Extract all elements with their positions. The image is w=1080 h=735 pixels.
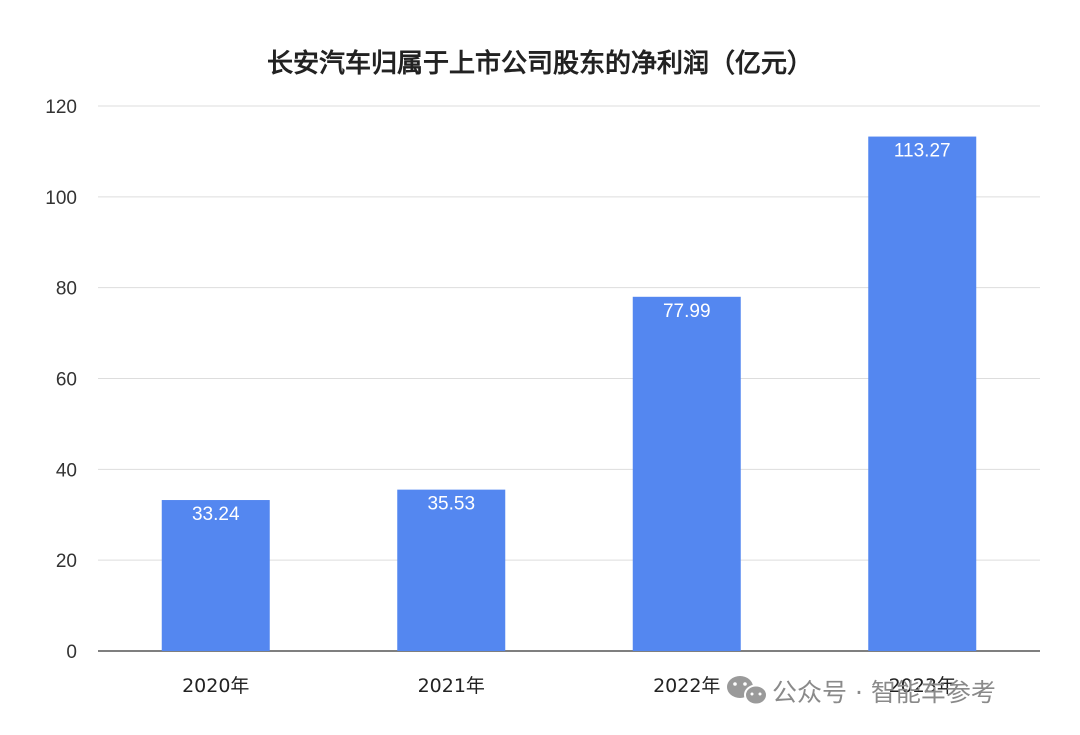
y-tick-label: 20: [56, 551, 77, 572]
watermark-text: 公众号 · 智能车参考: [772, 678, 996, 707]
bar: [161, 500, 270, 651]
y-tick-label: 120: [45, 97, 77, 118]
chart-title: 长安汽车归属于上市公司股东的净利润（亿元）: [267, 48, 813, 79]
x-tick-label: 2020年: [182, 675, 249, 697]
data-label: 35.53: [427, 494, 475, 515]
bars: [161, 136, 977, 651]
x-tick-label: 2021年: [418, 675, 485, 697]
y-axis: 0 20 40 60 80 100 120: [45, 97, 77, 663]
bar: [868, 136, 977, 651]
y-tick-label: 0: [66, 642, 77, 663]
bar: [632, 296, 741, 651]
wechat-icon: [727, 676, 768, 706]
y-tick-label: 100: [45, 188, 77, 209]
data-label: 33.24: [192, 504, 240, 525]
x-tick-label: 2023年: [889, 675, 956, 697]
data-label: 113.27: [894, 141, 951, 162]
data-label: 77.99: [663, 301, 711, 322]
bar: [397, 489, 506, 651]
y-tick-label: 60: [56, 370, 77, 391]
y-tick-label: 80: [56, 279, 77, 300]
watermark: 公众号 · 智能车参考: [727, 676, 996, 707]
y-tick-label: 40: [56, 460, 77, 481]
x-tick-label: 2022年: [653, 675, 720, 697]
x-axis: 2020年 2021年 2022年 2023年: [182, 675, 956, 697]
data-labels: 33.24 35.53 77.99 113.27: [192, 141, 951, 525]
